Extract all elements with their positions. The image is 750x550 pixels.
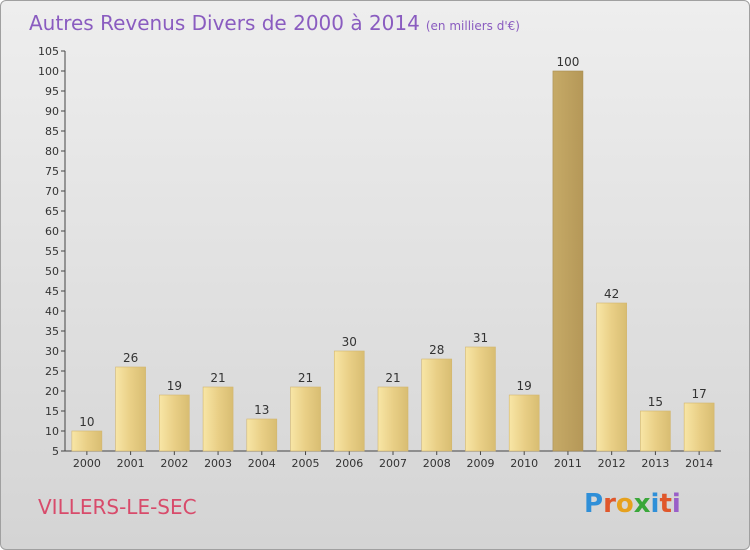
- bar: [159, 394, 190, 452]
- y-tick-label: 15: [45, 405, 59, 418]
- x-tick-label: 2008: [423, 457, 451, 470]
- y-tick-label: 20: [45, 385, 59, 398]
- bar: [377, 386, 409, 452]
- proxiti-logo[interactable]: Proxiti: [584, 489, 681, 519]
- y-tick-label: 95: [45, 85, 59, 98]
- bar-value-label: 19: [517, 379, 532, 393]
- y-tick-label: 60: [45, 225, 59, 238]
- bar-value-label: 28: [429, 343, 444, 357]
- bar-value-label: 17: [691, 387, 706, 401]
- bar-value-label: 13: [254, 403, 269, 417]
- y-tick-label: 40: [45, 305, 59, 318]
- bar: [596, 302, 627, 452]
- x-tick-label: 2010: [510, 457, 538, 470]
- y-tick-label: 90: [45, 105, 59, 118]
- y-tick-label: 45: [45, 285, 59, 298]
- bar-value-label: 21: [210, 371, 225, 385]
- bar: [115, 366, 146, 452]
- bar-value-label: 100: [556, 55, 579, 69]
- bar-value-label: 10: [79, 415, 94, 429]
- bar-value-label: 42: [604, 287, 619, 301]
- x-tick-label: 2012: [598, 457, 626, 470]
- bar: [333, 350, 365, 452]
- y-tick-label: 105: [38, 45, 59, 58]
- city-name: VILLERS-LE-SEC: [38, 495, 197, 519]
- y-tick-label: 10: [45, 425, 59, 438]
- x-tick-label: 2004: [248, 457, 276, 470]
- bar-value-label: 31: [473, 331, 488, 345]
- y-tick-label: 85: [45, 125, 59, 138]
- bar: [683, 402, 715, 452]
- x-tick-label: 2013: [641, 457, 669, 470]
- x-tick-label: 2001: [117, 457, 145, 470]
- chart-title: Autres Revenus Divers de 2000 à 2014 (en …: [29, 11, 520, 35]
- bar: [552, 70, 584, 452]
- y-tick-label: 75: [45, 165, 59, 178]
- x-tick-label: 2005: [292, 457, 320, 470]
- y-tick-label: 25: [45, 365, 59, 378]
- bar-value-label: 30: [342, 335, 357, 349]
- y-tick-label: 70: [45, 185, 59, 198]
- bar-value-label: 26: [123, 351, 138, 365]
- x-tick-label: 2002: [160, 457, 188, 470]
- y-tick-label: 80: [45, 145, 59, 158]
- bar: [421, 358, 453, 452]
- chart-title-text: Autres Revenus Divers de 2000 à 2014: [29, 11, 420, 35]
- x-tick-label: 2011: [554, 457, 582, 470]
- bar-value-label: 21: [385, 371, 400, 385]
- y-tick-label: 35: [45, 325, 59, 338]
- bar: [508, 394, 540, 452]
- y-tick-label: 65: [45, 205, 59, 218]
- bar-value-label: 15: [648, 395, 663, 409]
- bar: [202, 386, 234, 452]
- y-tick-label: 30: [45, 345, 59, 358]
- x-tick-label: 2014: [685, 457, 713, 470]
- bar: [246, 418, 278, 452]
- bar-value-label: 19: [167, 379, 182, 393]
- y-tick-label: 55: [45, 245, 59, 258]
- bar: [465, 346, 496, 452]
- bar: [71, 430, 103, 452]
- y-tick-label: 5: [52, 445, 59, 458]
- y-tick-label: 100: [38, 65, 59, 78]
- chart-unit: (en milliers d'€): [425, 19, 520, 33]
- x-tick-label: 2000: [73, 457, 101, 470]
- x-tick-label: 2003: [204, 457, 232, 470]
- x-tick-label: 2007: [379, 457, 407, 470]
- bar: [640, 410, 671, 452]
- bar: [290, 386, 321, 452]
- x-tick-label: 2006: [335, 457, 363, 470]
- y-tick-label: 50: [45, 265, 59, 278]
- x-tick-label: 2009: [466, 457, 494, 470]
- bar-value-label: 21: [298, 371, 313, 385]
